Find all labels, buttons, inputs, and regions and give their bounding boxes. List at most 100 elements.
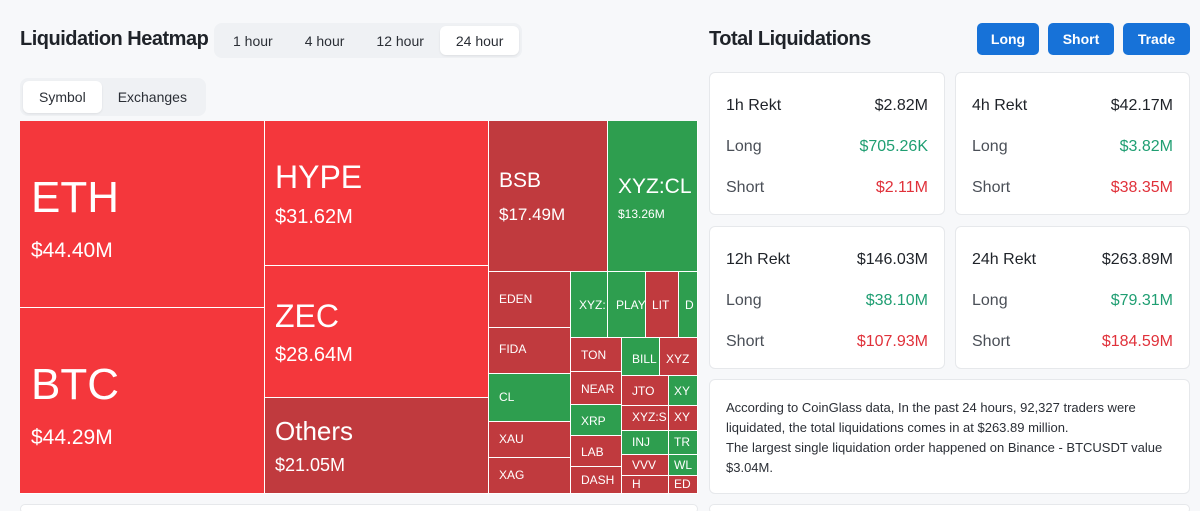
tile-d[interactable]: D <box>679 272 698 338</box>
tile-symbol: TR <box>674 435 690 449</box>
tile-symbol: VVV <box>632 458 657 472</box>
card-short-row: Short $184.59M <box>972 333 1173 351</box>
tile-symbol: Others <box>275 416 354 446</box>
total-liquidations-title: Total Liquidations <box>709 28 871 50</box>
long-label: Long <box>972 138 1008 155</box>
card-title: 4h Rekt <box>972 97 1028 114</box>
tile-h[interactable]: H <box>622 476 669 494</box>
tile-xau[interactable]: XAU <box>489 422 571 458</box>
tile-xyz-cl[interactable]: XYZ:CL $13.26M <box>608 121 698 272</box>
tile-xag[interactable]: XAG <box>489 458 571 494</box>
tab-4-hour[interactable]: 4 hour <box>304 32 345 49</box>
tile-wl[interactable]: WL <box>669 455 698 476</box>
long-label: Long <box>726 138 762 155</box>
tile-bill[interactable]: BILL <box>622 338 660 376</box>
card-total: $42.17M <box>1110 97 1173 114</box>
summary-text: According to CoinGlass data, In the past… <box>726 400 1136 435</box>
card-long-row: Long $79.31M <box>972 292 1173 310</box>
tab-exchanges[interactable]: Exchanges <box>117 89 187 105</box>
long-button[interactable]: Long <box>977 23 1039 55</box>
tile-eden[interactable]: EDEN <box>489 272 571 328</box>
tile-tr[interactable]: TR <box>669 431 698 455</box>
tile-symbol: XYZ <box>666 352 690 366</box>
tile-symbol: XRP <box>581 414 606 428</box>
card-short-row: Short $107.93M <box>726 333 928 351</box>
tile-value: $13.26M <box>618 207 665 221</box>
tile-near[interactable]: NEAR <box>571 372 622 405</box>
short-value: $107.93M <box>856 333 928 350</box>
tile-value: $17.49M <box>499 205 566 224</box>
short-label: Short <box>726 333 765 350</box>
long-value: $38.10M <box>865 292 928 309</box>
liquidation-summary: According to CoinGlass data, In the past… <box>709 379 1190 494</box>
tile-lab[interactable]: LAB <box>571 436 622 467</box>
tile-symbol: CL <box>499 390 515 404</box>
tile-symbol: D <box>685 298 694 312</box>
tile-lit[interactable]: LIT <box>646 272 679 338</box>
card-short-row: Short $2.11M <box>726 179 928 197</box>
tile-symbol: XYZ: <box>579 298 606 312</box>
summary-largest-order: The largest single liquidation order hap… <box>726 440 1163 475</box>
tile-value: $31.62M <box>275 206 353 228</box>
card-title: 24h Rekt <box>972 251 1037 268</box>
tile-symbol: HYPE <box>275 159 363 195</box>
tile-value: $44.40M <box>31 239 113 262</box>
rekt-card-4h: 4h Rekt $42.17M Long $3.82M Short $38.35… <box>955 72 1190 215</box>
tile-bsb[interactable]: BSB $17.49M <box>489 121 608 272</box>
tile-symbol: BTC <box>31 360 119 409</box>
card-total: $263.89M <box>1101 251 1173 268</box>
card-title: 12h Rekt <box>726 251 791 268</box>
tile-symbol: JTO <box>632 384 655 398</box>
time-range-tabs: 1 hour 4 hour 12 hour 24 hour <box>214 23 523 58</box>
tile-xy-1[interactable]: XY <box>669 376 698 406</box>
tab-symbol[interactable]: Symbol <box>23 81 102 113</box>
tile-xyz-s[interactable]: XYZ:S <box>622 406 669 431</box>
tile-symbol: XYZ:CL <box>618 175 692 198</box>
card-long-row: Long $705.26K <box>726 138 928 156</box>
tile-inj[interactable]: INJ <box>622 431 669 455</box>
tile-ed[interactable]: ED <box>669 476 698 494</box>
tile-play[interactable]: PLAY <box>608 272 646 338</box>
card-header: 1h Rekt $2.82M <box>726 97 928 115</box>
tile-xyz-2[interactable]: XYZ <box>660 338 698 376</box>
tile-xy-2[interactable]: XY <box>669 406 698 431</box>
short-value: $184.59M <box>1101 333 1173 350</box>
tab-12-hour[interactable]: 12 hour <box>376 32 424 49</box>
tile-hype[interactable]: HYPE $31.62M <box>265 121 489 266</box>
tile-symbol: ED <box>674 477 691 491</box>
tile-zec[interactable]: ZEC $28.64M <box>265 266 489 398</box>
tile-symbol: BILL <box>632 352 657 366</box>
tab-24-hour[interactable]: 24 hour <box>439 26 520 55</box>
tile-symbol: NEAR <box>581 382 615 396</box>
short-value: $2.11M <box>875 179 928 196</box>
tile-others[interactable]: Others $21.05M <box>265 398 489 494</box>
rekt-card-12h: 12h Rekt $146.03M Long $38.10M Short $10… <box>709 226 945 369</box>
trade-button[interactable]: Trade <box>1123 23 1190 55</box>
tile-dash[interactable]: DASH <box>571 467 622 494</box>
tile-btc[interactable]: BTC $44.29M <box>20 308 265 494</box>
tile-symbol: LAB <box>581 445 604 459</box>
tile-xrp[interactable]: XRP <box>571 405 622 436</box>
heatmap-title: Liquidation Heatmap <box>20 28 209 50</box>
tile-xyz-1[interactable]: XYZ: <box>571 272 608 338</box>
tile-value: $44.29M <box>31 426 113 449</box>
card-short-row: Short $38.35M <box>972 179 1173 197</box>
card-header: 4h Rekt $42.17M <box>972 97 1173 115</box>
tile-ton[interactable]: TON <box>571 338 622 372</box>
short-button[interactable]: Short <box>1048 23 1114 55</box>
long-label: Long <box>972 292 1008 309</box>
long-label: Long <box>726 292 762 309</box>
tile-symbol: LIT <box>652 298 670 312</box>
short-label: Short <box>726 179 765 196</box>
tile-eth[interactable]: ETH $44.40M <box>20 121 265 308</box>
short-label: Short <box>972 179 1011 196</box>
card-total: $146.03M <box>856 251 928 268</box>
tab-1-hour[interactable]: 1 hour <box>233 32 273 49</box>
tile-cl[interactable]: CL <box>489 374 571 422</box>
tile-jto[interactable]: JTO <box>622 376 669 406</box>
next-panel-edge <box>20 504 698 511</box>
tile-fida[interactable]: FIDA <box>489 328 571 374</box>
tile-symbol: XYZ:S <box>632 410 667 424</box>
tile-vvv[interactable]: VVV <box>622 455 669 476</box>
next-panel-edge <box>709 504 1190 511</box>
